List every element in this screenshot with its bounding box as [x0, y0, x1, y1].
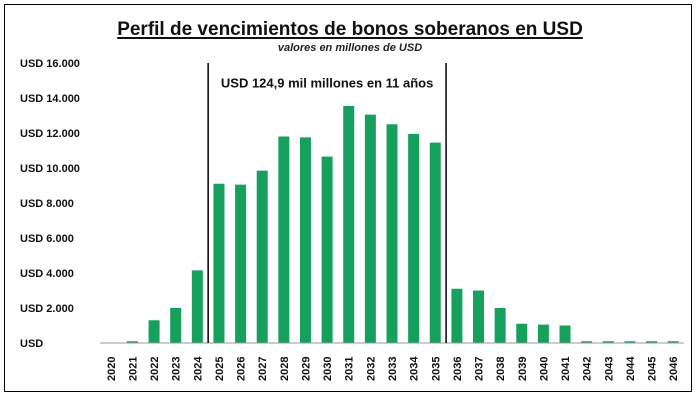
- x-tick-label: 2027: [257, 357, 269, 381]
- bar-2028: [278, 136, 290, 343]
- chart-title: Perfil de vencimientos de bonos soberano…: [117, 19, 583, 40]
- bar-2042: [581, 341, 593, 343]
- y-tick-label: USD 16.000: [20, 58, 80, 70]
- bar-2045: [646, 341, 658, 343]
- x-tick-label: 2045: [647, 357, 659, 381]
- x-tick-label: 2046: [668, 357, 680, 381]
- x-tick-label: 2038: [495, 357, 507, 381]
- bar-2025: [213, 183, 225, 343]
- x-tick-label: 2024: [192, 356, 204, 381]
- bar-2030: [321, 156, 333, 343]
- y-tick-label: USD 14.000: [20, 93, 80, 105]
- bar-2022: [148, 320, 160, 343]
- bar-2024: [191, 270, 203, 343]
- bar-2038: [494, 308, 506, 343]
- x-tick-label: 2041: [560, 357, 572, 381]
- bar-2033: [386, 124, 398, 343]
- y-tick-label: USD 12.000: [20, 128, 80, 140]
- bar-2035: [429, 142, 441, 343]
- bar-2043: [602, 341, 614, 343]
- y-tick-label: USD: [20, 338, 43, 350]
- x-tick-label: 2042: [582, 357, 594, 381]
- x-tick-label: 2044: [625, 356, 637, 381]
- x-tick-label: 2030: [322, 357, 334, 381]
- x-tick-label: 2022: [149, 357, 161, 381]
- x-tick-label: 2034: [409, 356, 421, 381]
- bar-2034: [408, 133, 420, 343]
- x-tick-label: 2021: [127, 357, 139, 381]
- x-tick-label: 2035: [430, 357, 442, 381]
- bar-2040: [537, 324, 549, 343]
- bar-2029: [299, 137, 311, 343]
- x-tick-label: 2032: [365, 357, 377, 381]
- x-tick-label: 2043: [603, 357, 615, 381]
- x-tick-label: 2033: [387, 357, 399, 381]
- y-tick-label: USD 4.000: [20, 268, 74, 280]
- x-tick-label: 2040: [538, 357, 550, 381]
- x-tick-label: 2039: [517, 357, 529, 381]
- x-tick-label: 2029: [300, 357, 312, 381]
- bar-2046: [667, 341, 679, 343]
- bar-2031: [343, 105, 355, 343]
- x-tick-label: 2026: [236, 357, 248, 381]
- y-tick-label: USD 6.000: [20, 233, 74, 245]
- x-tick-label: 2025: [214, 357, 226, 381]
- bar-2027: [256, 170, 268, 343]
- x-tick-label: 2037: [474, 357, 486, 381]
- bar-2023: [170, 308, 182, 343]
- bar-2021: [126, 341, 138, 343]
- x-tick-label: 2031: [344, 357, 356, 381]
- y-tick-label: USD 2.000: [20, 303, 74, 315]
- bar-2044: [624, 341, 636, 343]
- bar-2036: [451, 288, 463, 343]
- x-tick-label: 2020: [106, 357, 118, 381]
- bar-2026: [235, 184, 247, 343]
- range-annotation: USD 124,9 mil millones en 11 años: [221, 76, 433, 91]
- bar-2037: [473, 290, 485, 343]
- bar-2041: [559, 325, 571, 343]
- y-tick-label: USD 8.000: [20, 198, 74, 210]
- x-tick-label: 2023: [171, 357, 183, 381]
- y-tick-label: USD 10.000: [20, 163, 80, 175]
- x-tick-label: 2028: [279, 357, 291, 381]
- x-tick-label: 2036: [452, 357, 464, 381]
- bar-2032: [364, 114, 376, 343]
- chart-subtitle: valores en millones de USD: [277, 42, 423, 54]
- bar-2039: [516, 323, 528, 343]
